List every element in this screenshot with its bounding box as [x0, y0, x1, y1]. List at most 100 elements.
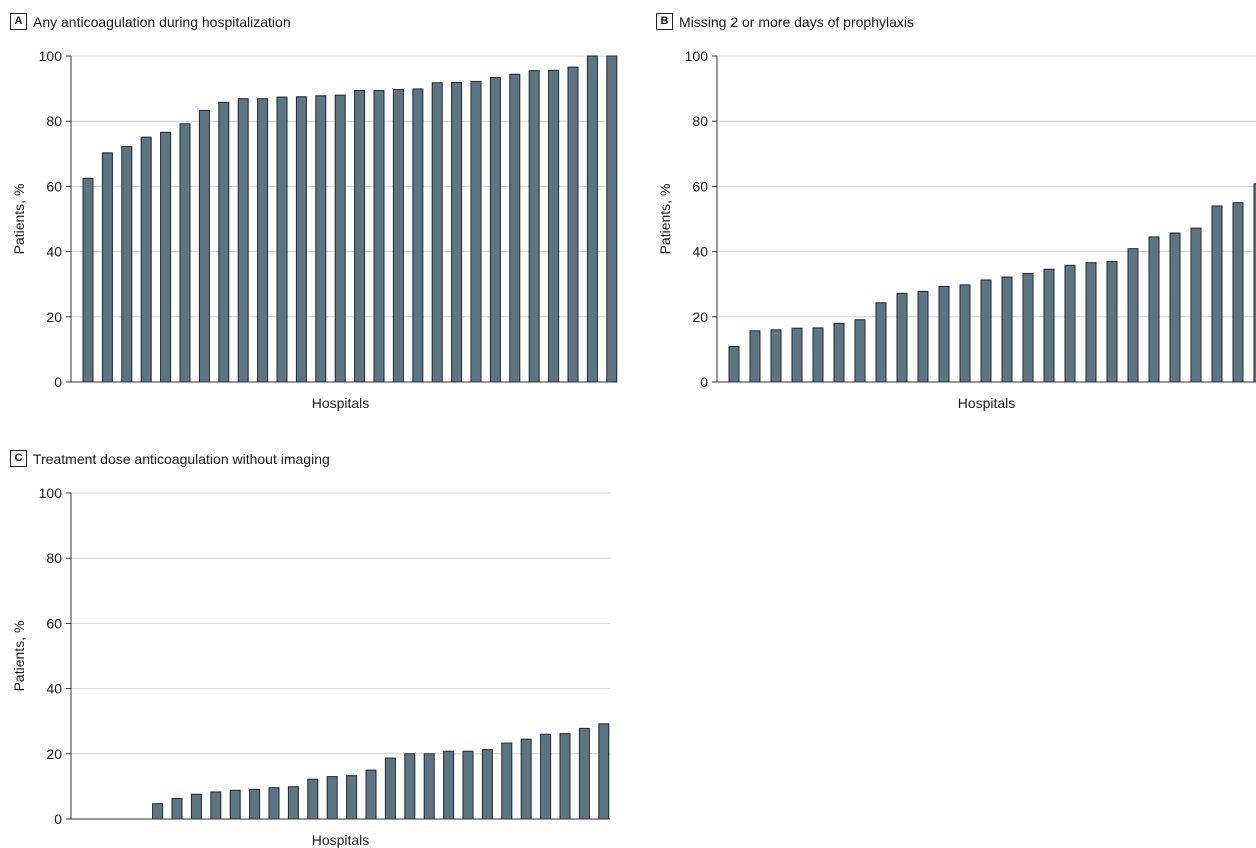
y-tick-label: 100 — [685, 48, 709, 64]
bar — [462, 750, 474, 820]
y-tick-label: 20 — [46, 309, 62, 325]
bar — [443, 750, 455, 820]
panel-b-title: Missing 2 or more days of prophylaxis — [679, 13, 914, 30]
bar — [528, 70, 540, 383]
bar — [917, 290, 929, 383]
panel-c-title: Treatment dose anticoagulation without i… — [33, 450, 330, 467]
bar — [1148, 236, 1160, 383]
bar — [1232, 202, 1244, 383]
bar — [307, 778, 319, 820]
y-tick-label: 60 — [46, 615, 62, 631]
bar — [404, 753, 416, 820]
bar — [1169, 232, 1181, 383]
bar — [567, 66, 579, 383]
bar — [229, 789, 241, 820]
y-tick-label: 60 — [692, 178, 708, 194]
bar — [770, 329, 782, 383]
y-tick-label: 40 — [692, 244, 708, 260]
bar — [82, 177, 94, 383]
bar — [875, 302, 887, 383]
panel-b: B Missing 2 or more days of prophylaxis … — [656, 13, 1256, 413]
bar — [791, 327, 803, 383]
bar — [489, 77, 501, 383]
y-tick-label: 80 — [46, 550, 62, 566]
bar — [287, 786, 299, 820]
y-tick-label: 100 — [39, 48, 63, 64]
panel-b-letter: B — [656, 13, 673, 30]
bar — [578, 727, 590, 820]
bar — [249, 788, 261, 820]
bar — [1085, 262, 1097, 383]
bar — [1253, 183, 1256, 383]
panel-a-title: Any anticoagulation during hospitalizati… — [33, 13, 291, 30]
y-axis-label: Patients, % — [11, 621, 27, 692]
y-axis-label: Patients, % — [11, 184, 27, 255]
y-tick-label: 40 — [46, 681, 62, 697]
panel-a-letter: A — [10, 13, 27, 30]
bar — [1043, 268, 1055, 383]
bar — [520, 738, 532, 820]
bar — [470, 80, 482, 383]
bar — [334, 94, 346, 383]
bar — [315, 95, 327, 383]
panel-c-header: C Treatment dose anticoagulation without… — [10, 450, 330, 467]
bar — [268, 787, 280, 820]
chart-a: 0 20 40 60 80 100 Hospitals Patients, % — [11, 48, 618, 411]
bar — [354, 90, 366, 383]
bar — [276, 96, 288, 383]
bar — [833, 322, 845, 383]
bar — [509, 73, 521, 383]
bar — [1064, 264, 1076, 383]
bar — [101, 152, 113, 383]
bar — [749, 330, 761, 383]
y-tick-label: 40 — [46, 244, 62, 260]
bar — [423, 753, 435, 820]
panel-c: C Treatment dose anticoagulation without… — [10, 450, 630, 848]
bar — [392, 89, 404, 383]
bar — [1190, 227, 1202, 383]
bar — [295, 96, 307, 383]
bar — [198, 109, 210, 383]
bar — [501, 742, 513, 820]
bar — [140, 136, 152, 383]
y-tick-label: 20 — [692, 309, 708, 325]
panel-c-letter: C — [10, 450, 27, 467]
chart-b: 0 20 40 60 80 100 Hospitals Patients, % — [657, 48, 1256, 411]
bar — [548, 69, 560, 383]
x-axis-label: Hospitals — [312, 832, 370, 848]
bar — [373, 90, 385, 383]
bar — [481, 749, 493, 820]
bar — [160, 131, 172, 383]
bar — [412, 88, 424, 383]
bar — [152, 803, 164, 820]
bar — [326, 776, 338, 820]
bar — [451, 81, 463, 383]
chart-c: 0 20 40 60 80 100 Hospitals Patients, % — [11, 485, 610, 848]
bar — [1001, 276, 1013, 383]
bar — [586, 55, 598, 383]
y-tick-label: 80 — [692, 113, 708, 129]
bar — [365, 769, 377, 820]
y-tick-label: 60 — [46, 178, 62, 194]
y-tick-label: 0 — [54, 374, 62, 390]
panel-a: A Any anticoagulation during hospitaliza… — [10, 13, 630, 413]
bar — [179, 123, 191, 383]
bar — [540, 733, 552, 820]
bar — [190, 793, 202, 820]
y-tick-label: 100 — [39, 485, 63, 501]
bar — [938, 285, 950, 383]
bar — [1106, 260, 1118, 383]
panel-a-header: A Any anticoagulation during hospitaliza… — [10, 13, 291, 30]
y-tick-label: 20 — [46, 746, 62, 762]
bar — [854, 319, 866, 383]
bar — [959, 284, 971, 383]
bar — [559, 733, 571, 820]
bar — [384, 757, 396, 820]
panel-b-header: B Missing 2 or more days of prophylaxis — [656, 13, 914, 30]
y-tick-label: 0 — [54, 811, 62, 827]
x-axis-label: Hospitals — [312, 395, 370, 411]
bar — [812, 327, 824, 383]
y-tick-label: 0 — [700, 374, 708, 390]
bar — [257, 98, 269, 383]
bar — [1211, 205, 1223, 383]
